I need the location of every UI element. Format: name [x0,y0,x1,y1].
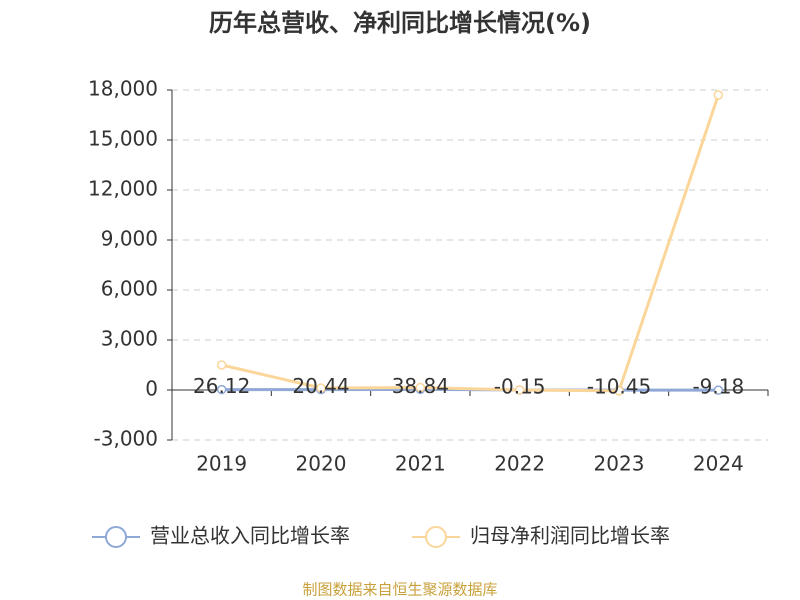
legend-marker [105,526,127,548]
data-point [216,384,227,395]
data-point [713,385,724,395]
y-tick-label: 6,000 [101,277,158,301]
x-tick-label: 2023 [594,452,645,476]
data-label: -0.15 [494,375,546,399]
x-tick-label: 2021 [395,452,446,476]
y-tick-label: 9,000 [101,227,158,251]
source-note: 制图数据来自恒生聚源数据库 [302,581,497,599]
y-tick-label: -3,000 [94,427,158,451]
y-tick-label: 12,000 [88,177,158,201]
y-tick-label: 15,000 [88,127,158,151]
data-point [216,360,227,370]
legend-label: 归母净利润同比增长率 [470,524,670,548]
data-label: 26.12 [193,374,250,398]
chart-title: 历年总营收、净利同比增长情况(%) [209,9,591,37]
data-label: -10.45 [587,375,651,399]
x-tick-label: 2020 [296,452,347,476]
data-point [614,386,624,396]
data-point [713,90,724,100]
data-point [316,383,326,393]
y-tick-label: 3,000 [101,327,158,351]
x-tick-label: 2019 [196,452,247,476]
y-tick-label: 18,000 [88,77,158,101]
data-point [415,382,426,393]
data-label: -9.18 [692,375,744,399]
y-tick-label: 0 [145,377,158,401]
legend-marker [425,526,447,548]
legend-label: 营业总收入同比增长率 [150,524,350,548]
x-tick-label: 2024 [693,452,744,476]
x-tick-label: 2022 [494,452,545,476]
series-line [221,94,720,393]
data-label: 38.84 [392,374,449,398]
data-point [514,385,525,395]
data-label: 20.44 [292,374,349,398]
